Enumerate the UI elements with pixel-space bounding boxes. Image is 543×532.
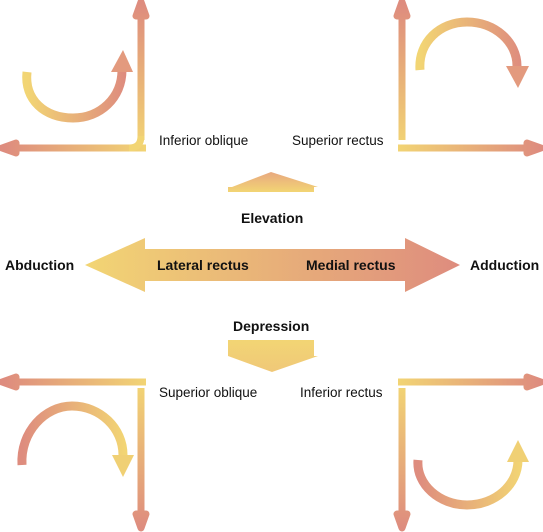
bl-vertical-arrow (132, 388, 150, 532)
tl-corner (128, 135, 145, 152)
bl-curved-arrowhead (112, 455, 134, 477)
label-superior-oblique: Superior oblique (159, 385, 258, 400)
label-elevation: Elevation (241, 210, 304, 226)
label-superior-rectus: Superior rectus (292, 133, 384, 148)
horizontal-double-arrow (85, 238, 460, 292)
tr-vertical-arrow (393, 0, 411, 140)
tl-horizontal-arrow (0, 139, 146, 157)
superior-oblique-arrows (0, 373, 150, 532)
depression-arrow (228, 340, 318, 372)
bl-horizontal-arrow (0, 373, 146, 391)
tr-horizontal-arrow (398, 139, 543, 157)
label-depression: Depression (233, 318, 310, 334)
tl-vertical-arrow (132, 0, 150, 140)
tr-curved-arrowhead (506, 66, 529, 88)
br-horizontal-arrow (398, 373, 543, 391)
superior-rectus-arrows (393, 0, 543, 157)
br-curved-arrowhead (507, 440, 529, 462)
label-inferior-rectus: Inferior rectus (300, 385, 383, 400)
label-adduction: Adduction (470, 257, 540, 273)
label-medial-rectus: Medial rectus (306, 257, 396, 273)
elevation-arrow (228, 172, 318, 192)
br-vertical-arrow (393, 388, 411, 532)
label-inferior-oblique: Inferior oblique (159, 133, 249, 148)
label-lateral-rectus: Lateral rectus (157, 257, 249, 273)
tr-curved-arrow (415, 17, 522, 71)
tl-curved-arrowhead (111, 50, 133, 72)
br-curved-arrow (413, 459, 523, 510)
inferior-oblique-arrows (0, 0, 150, 157)
inferior-rectus-arrows (393, 373, 543, 532)
bl-curved-arrow (17, 401, 128, 466)
label-abduction: Abduction (5, 257, 75, 273)
tl-curved-arrow (22, 69, 127, 123)
